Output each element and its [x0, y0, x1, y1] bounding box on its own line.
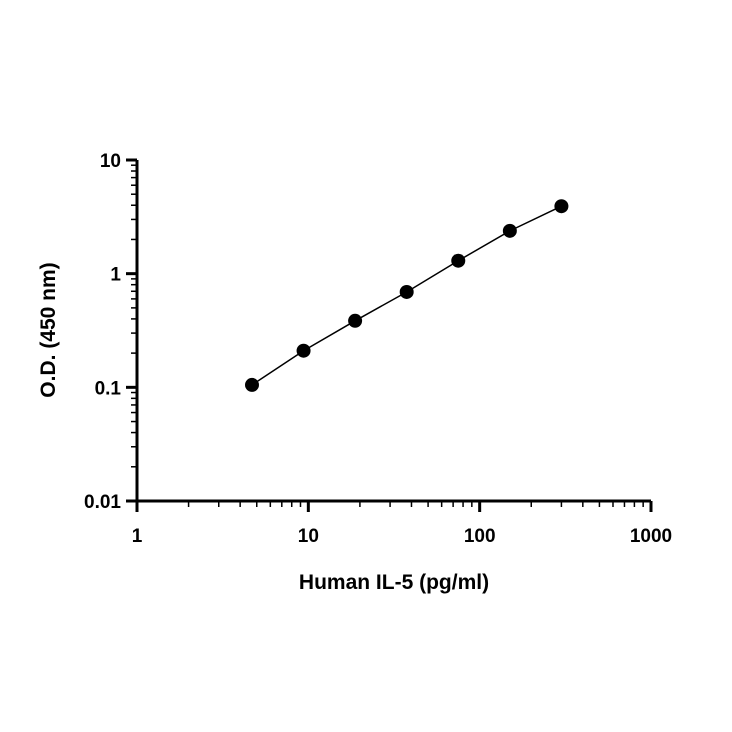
- series: [244, 199, 569, 392]
- x-tick-label: 1000: [630, 526, 672, 547]
- data-point: [348, 313, 363, 328]
- data-point: [399, 284, 414, 299]
- y-tick-label: 10: [100, 151, 121, 172]
- tick-labels: 1 10 100 1000 0.01 0.1 1 10: [84, 151, 672, 547]
- ticks: [126, 158, 653, 512]
- data-point: [554, 199, 569, 214]
- data-point: [451, 253, 466, 268]
- y-tick-label: 1: [110, 265, 121, 286]
- data-point: [244, 377, 259, 392]
- y-axis-title: O.D. (450 nm): [37, 262, 60, 397]
- y-tick-label: 0.01: [84, 492, 121, 513]
- x-tick-label: 1: [132, 526, 143, 547]
- x-tick-label: 100: [464, 526, 496, 547]
- axes: [135, 160, 651, 503]
- data-point: [502, 223, 517, 238]
- data-point: [296, 343, 311, 358]
- x-axis-title: Human IL-5 (pg/ml): [299, 571, 489, 594]
- x-tick-label: 10: [298, 526, 319, 547]
- y-tick-label: 0.1: [95, 378, 122, 399]
